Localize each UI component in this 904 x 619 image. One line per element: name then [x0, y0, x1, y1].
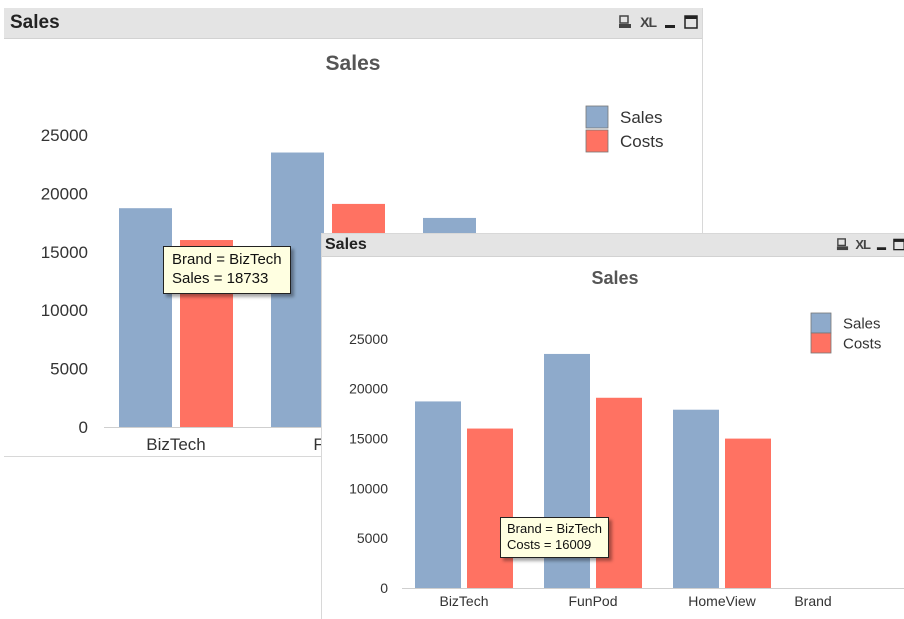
sales-chart-window-front: Sales XL Sales 0 5000 10000 15000 20000 25000 B… [321, 233, 904, 619]
bar-tooltip: Brand = BizTech Sales = 18733 [163, 246, 291, 294]
print-icon[interactable] [618, 15, 632, 29]
maximize-icon[interactable] [893, 238, 904, 251]
window-title: Sales [325, 236, 367, 253]
tooltip-line-value: Costs = 16009 [507, 537, 592, 553]
bar-costs-biztech [467, 428, 513, 588]
y-tick-label: 0 [79, 418, 88, 437]
y-tick-label: 25000 [349, 331, 388, 347]
y-tick-label: 15000 [349, 431, 388, 447]
legend-label-costs: Costs [620, 132, 663, 151]
caption-toolbar: XL [618, 14, 698, 30]
legend-swatch-costs [810, 332, 832, 354]
bar-sales-biztech [119, 208, 172, 427]
legend-label-costs: Costs [843, 336, 881, 353]
y-tick-label: 20000 [41, 184, 88, 203]
window-title: Sales [10, 12, 60, 33]
tooltip-line-brand: Brand = BizTech [172, 251, 282, 268]
minimize-icon[interactable] [664, 15, 676, 29]
sales-bar-chart-front: Sales 0 5000 10000 15000 20000 25000 BizTech Fun… [349, 268, 904, 609]
send-to-excel-button[interactable]: XL [855, 237, 871, 252]
chart-title: Sales [591, 268, 638, 288]
y-tick-label: 5000 [50, 360, 88, 379]
y-tick-label: 0 [380, 580, 388, 596]
bar-sales-biztech [415, 401, 461, 588]
bar-costs-funpod [596, 397, 642, 588]
y-tick-label: 5000 [357, 530, 388, 546]
tooltip-line-value: Sales = 18733 [172, 269, 269, 287]
print-icon[interactable] [836, 238, 849, 251]
x-tick-label: BizTech [439, 593, 488, 609]
tooltip-line-brand: Brand = BizTech [507, 521, 603, 536]
minimize-icon[interactable] [876, 238, 887, 251]
bar-costs-homeview [725, 438, 771, 588]
legend-swatch-sales [810, 312, 832, 334]
bar-tooltip: Brand = BizTech Costs = 16009 [500, 517, 610, 558]
send-to-excel-button[interactable]: XL [640, 14, 657, 30]
x-tick-label: FunPod [568, 593, 617, 609]
y-tick-label: 20000 [349, 381, 388, 397]
window-caption[interactable]: Sales XL [4, 8, 702, 39]
caption-toolbar: XL [836, 237, 904, 252]
chart-title: Sales [326, 52, 381, 75]
y-tick-label: 10000 [41, 301, 88, 320]
bar-sales-homeview [673, 409, 719, 588]
x-axis-title: Brand [794, 593, 831, 609]
maximize-icon[interactable] [684, 15, 698, 29]
legend-swatch-sales [585, 105, 609, 129]
y-tick-label: 10000 [349, 480, 388, 496]
legend-label-sales: Sales [620, 108, 663, 127]
y-tick-label: 25000 [41, 126, 88, 145]
window-caption[interactable]: Sales XL [322, 234, 904, 257]
legend-swatch-costs [585, 129, 609, 153]
y-tick-label: 15000 [41, 243, 88, 262]
x-tick-label: BizTech [146, 435, 206, 454]
legend-label-sales: Sales [843, 316, 881, 333]
x-tick-label: HomeView [688, 593, 756, 609]
